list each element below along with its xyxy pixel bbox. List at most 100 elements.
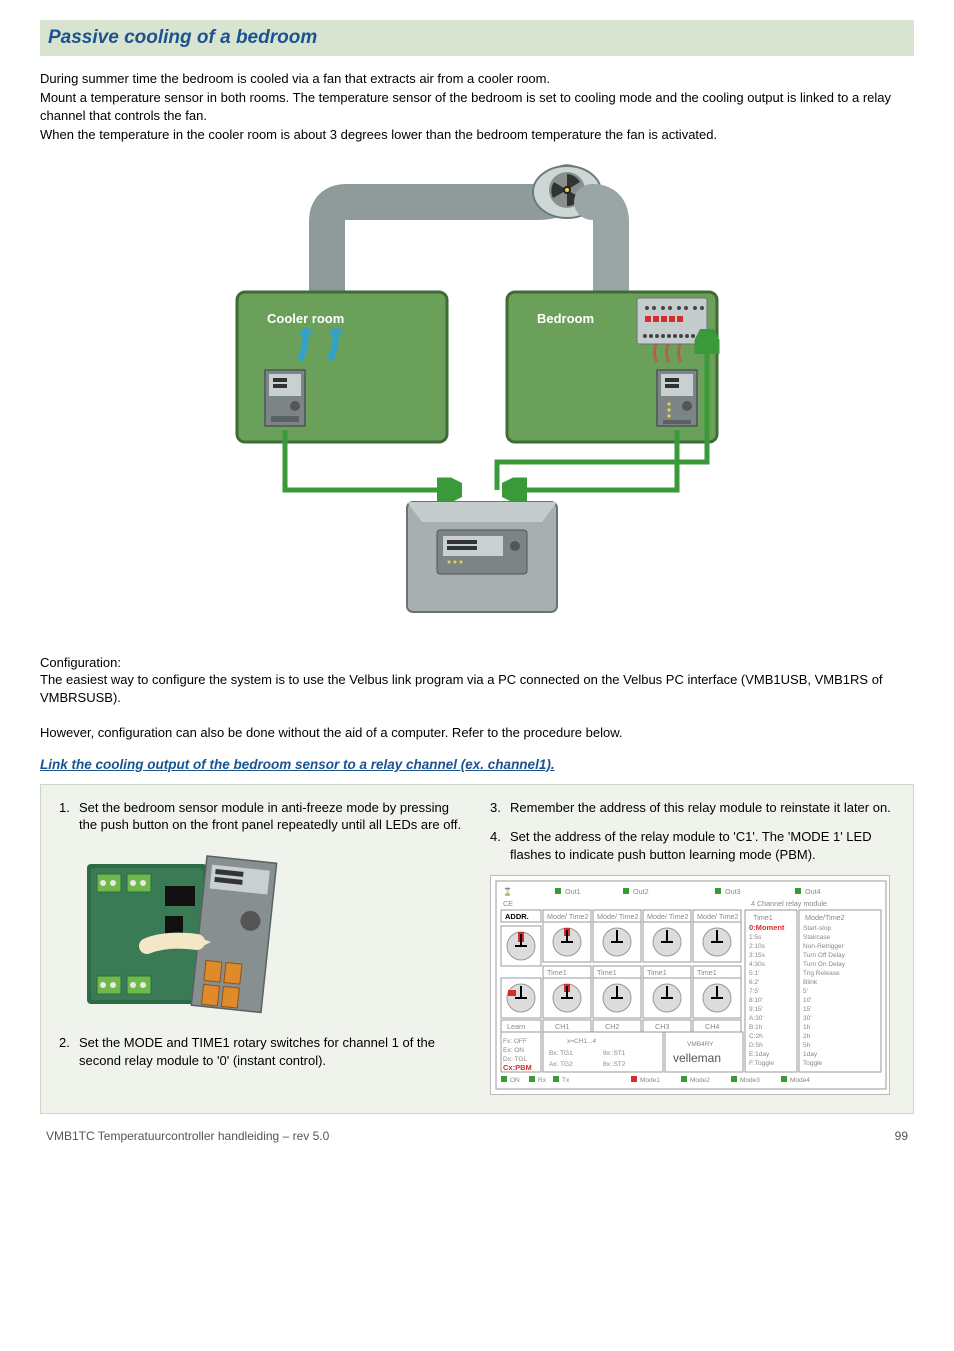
svg-text:Mode/ Time2: Mode/ Time2 — [697, 912, 739, 921]
svg-text:⌛: ⌛ — [503, 887, 512, 896]
step-4-text: Set the address of the relay module to '… — [510, 828, 895, 863]
svg-text:4:30s: 4:30s — [749, 961, 766, 968]
relay-module-diagram: .t7{font:7.2px Arial;fill:#888} .t7b{fon… — [490, 875, 890, 1095]
svg-text:Fx: OFF: Fx: OFF — [503, 1038, 527, 1045]
svg-text:10': 10' — [803, 997, 811, 1004]
svg-text:CE: CE — [503, 899, 513, 908]
step-2-text: Set the MODE and TIME1 rotary switches f… — [79, 1034, 464, 1069]
svg-text:Rx: Rx — [538, 1077, 547, 1084]
step-3-text: Remember the address of this relay modul… — [510, 799, 895, 817]
intro-text: During summer time the bedroom is cooled… — [40, 70, 914, 144]
svg-text:5': 5' — [803, 988, 808, 995]
svg-text:Mode2: Mode2 — [690, 1077, 710, 1084]
svg-text:6:2': 6:2' — [749, 979, 759, 986]
svg-text:1:5s: 1:5s — [749, 934, 762, 941]
svg-text:7:5': 7:5' — [749, 988, 759, 995]
svg-text:E:1day: E:1day — [749, 1051, 770, 1058]
svg-text:1day: 1day — [803, 1051, 818, 1058]
svg-text:5h: 5h — [803, 1042, 811, 1049]
step-3-num: 3. — [490, 799, 510, 817]
svg-text:Turn On Delay: Turn On Delay — [803, 961, 846, 968]
svg-text:Time1: Time1 — [547, 968, 567, 977]
svg-text:Out3: Out3 — [725, 887, 741, 896]
svg-text:9:15': 9:15' — [749, 1006, 763, 1013]
svg-text:Out2: Out2 — [633, 887, 649, 896]
svg-text:ADDR.: ADDR. — [505, 912, 529, 921]
svg-text:Mode/ Time2: Mode/ Time2 — [597, 912, 639, 921]
svg-text:4 Channel relay module: 4 Channel relay module — [751, 899, 827, 908]
link-subtitle: Link the cooling output of the bedroom s… — [40, 756, 914, 774]
svg-text:Mode/ Time2: Mode/ Time2 — [547, 912, 589, 921]
sensor-module-illustration — [87, 846, 464, 1021]
intro-p3: When the temperature in the cooler room … — [40, 126, 914, 144]
svg-text:velleman: velleman — [673, 1051, 721, 1065]
step-1-text: Set the bedroom sensor module in anti-fr… — [79, 799, 464, 834]
svg-text:Learn: Learn — [507, 1022, 525, 1031]
step-4: 4. Set the address of the relay module t… — [490, 828, 895, 863]
svg-text:x=CH1...4: x=CH1...4 — [567, 1038, 596, 1045]
step-2: 2. Set the MODE and TIME1 rotary switche… — [59, 1034, 464, 1069]
system-diagram: Cooler room Bedroom — [207, 162, 747, 642]
step-3: 3. Remember the address of this relay mo… — [490, 799, 895, 817]
config-p2: However, configuration can also be done … — [40, 724, 914, 742]
svg-text:0:Moment: 0:Moment — [749, 923, 785, 932]
svg-text:3:15s: 3:15s — [749, 952, 766, 959]
svg-text:Ex: ON: Ex: ON — [503, 1047, 524, 1054]
svg-text:A:30': A:30' — [749, 1015, 764, 1022]
intro-p2: Mount a temperature sensor in both rooms… — [40, 89, 914, 124]
intro-p1: During summer time the bedroom is cooled… — [40, 70, 914, 88]
svg-text:Bx: TG1: Bx: TG1 — [549, 1050, 573, 1057]
svg-text:30': 30' — [803, 1015, 811, 1022]
footer-left: VMB1TC Temperatuurcontroller handleiding… — [46, 1128, 329, 1144]
svg-text:8x::ST2: 8x::ST2 — [603, 1061, 626, 1068]
svg-text:Time1: Time1 — [647, 968, 667, 977]
svg-text:Time1: Time1 — [697, 968, 717, 977]
svg-text:F:Toggle: F:Toggle — [749, 1060, 774, 1067]
svg-text:Mode4: Mode4 — [790, 1077, 810, 1084]
section-title-bar: Passive cooling of a bedroom — [40, 20, 914, 56]
config-heading: Configuration: — [40, 654, 914, 672]
svg-text:Tx: Tx — [562, 1077, 570, 1084]
svg-text:Out1: Out1 — [565, 887, 581, 896]
step-4-num: 4. — [490, 828, 510, 863]
svg-text:ON: ON — [510, 1077, 520, 1084]
svg-text:1h: 1h — [803, 1024, 811, 1031]
system-diagram-wrap: Cooler room Bedroom — [40, 162, 914, 642]
svg-text:5:1': 5:1' — [749, 970, 759, 977]
svg-text:Start-stop: Start-stop — [803, 925, 832, 932]
svg-text:C:2h: C:2h — [749, 1033, 763, 1040]
svg-text:Mode1: Mode1 — [640, 1077, 660, 1084]
step-1: 1. Set the bedroom sensor module in anti… — [59, 799, 464, 834]
svg-text:Mode/Time2: Mode/Time2 — [805, 913, 845, 922]
svg-text:Cx:PBM: Cx:PBM — [503, 1063, 532, 1072]
bedroom-label: Bedroom — [537, 310, 594, 328]
footer-page-number: 99 — [895, 1128, 908, 1144]
svg-text:Out4: Out4 — [805, 887, 821, 896]
svg-text:Mode/ Time2: Mode/ Time2 — [647, 912, 689, 921]
svg-text:CH2: CH2 — [605, 1022, 619, 1031]
svg-text:CH1: CH1 — [555, 1022, 569, 1031]
svg-text:CH3: CH3 — [655, 1022, 669, 1031]
svg-text:Trig Release: Trig Release — [803, 970, 840, 977]
svg-text:15': 15' — [803, 1006, 811, 1013]
steps-left-col: 1. Set the bedroom sensor module in anti… — [59, 799, 464, 1096]
step-1-num: 1. — [59, 799, 79, 834]
svg-text:Dx: TGL: Dx: TGL — [503, 1056, 527, 1063]
cooler-room-label: Cooler room — [267, 310, 344, 328]
svg-text:Blink: Blink — [803, 979, 818, 986]
svg-text:Turn Off Delay: Turn Off Delay — [803, 952, 846, 959]
svg-text:2:10s: 2:10s — [749, 943, 766, 950]
steps-box: 1. Set the bedroom sensor module in anti… — [40, 784, 914, 1115]
svg-text:8:10': 8:10' — [749, 997, 763, 1004]
config-p1: The easiest way to configure the system … — [40, 671, 914, 706]
svg-text:CH4: CH4 — [705, 1022, 719, 1031]
svg-text:B:1h: B:1h — [749, 1024, 763, 1031]
svg-text:Staircase: Staircase — [803, 934, 830, 941]
svg-text:Mode3: Mode3 — [740, 1077, 760, 1084]
svg-text:VMB4RY: VMB4RY — [687, 1041, 714, 1048]
svg-text:Time1: Time1 — [753, 913, 773, 922]
svg-text:9x::ST1: 9x::ST1 — [603, 1050, 626, 1057]
svg-text:2h: 2h — [803, 1033, 811, 1040]
svg-text:Time1: Time1 — [597, 968, 617, 977]
svg-text:D:5h: D:5h — [749, 1042, 763, 1049]
